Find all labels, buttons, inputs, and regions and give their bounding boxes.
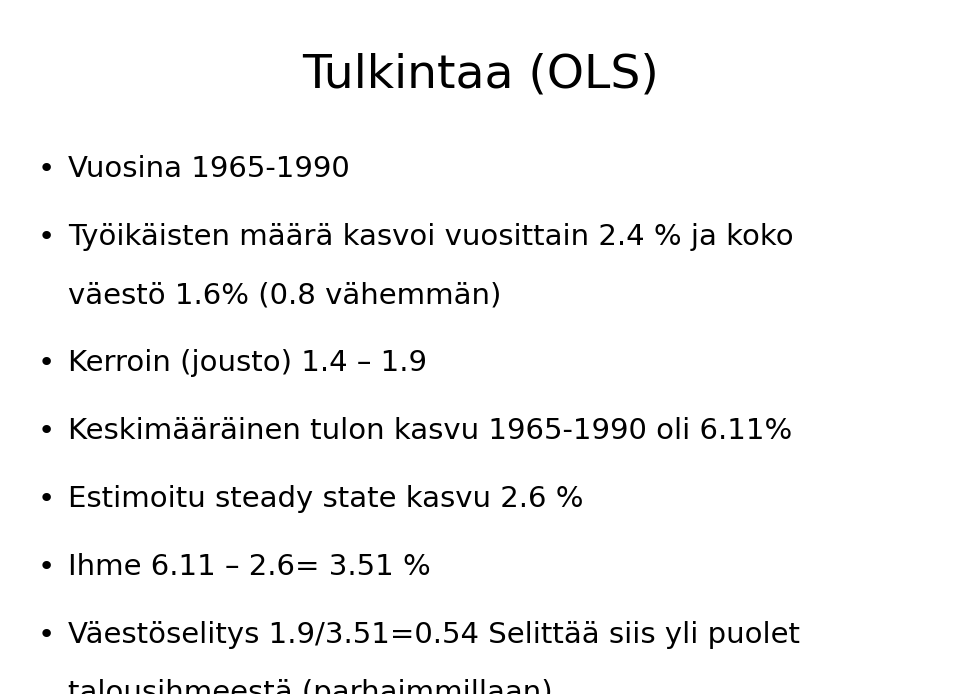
Text: Väestöselitys 1.9/3.51=0.54 Selittää siis yli puolet: Väestöselitys 1.9/3.51=0.54 Selittää sii…: [68, 621, 800, 649]
Text: Ihme 6.11 – 2.6= 3.51 %: Ihme 6.11 – 2.6= 3.51 %: [68, 553, 431, 581]
Text: •: •: [38, 349, 56, 377]
Text: Estimoitu steady state kasvu 2.6 %: Estimoitu steady state kasvu 2.6 %: [68, 485, 584, 513]
Text: Työikäisten määrä kasvoi vuosittain 2.4 % ja koko: Työikäisten määrä kasvoi vuosittain 2.4 …: [68, 223, 794, 251]
Text: •: •: [38, 621, 56, 649]
Text: •: •: [38, 155, 56, 183]
Text: väestö 1.6% (0.8 vähemmän): väestö 1.6% (0.8 vähemmän): [68, 281, 501, 309]
Text: talousihmeestä (parhaimmillaan).: talousihmeestä (parhaimmillaan).: [68, 679, 562, 694]
Text: •: •: [38, 553, 56, 581]
Text: Tulkintaa (OLS): Tulkintaa (OLS): [301, 52, 659, 97]
Text: Vuosina 1965-1990: Vuosina 1965-1990: [68, 155, 349, 183]
Text: •: •: [38, 417, 56, 445]
Text: •: •: [38, 485, 56, 513]
Text: Kerroin (jousto) 1.4 – 1.9: Kerroin (jousto) 1.4 – 1.9: [68, 349, 427, 377]
Text: •: •: [38, 223, 56, 251]
Text: Keskimääräinen tulon kasvu 1965-1990 oli 6.11%: Keskimääräinen tulon kasvu 1965-1990 oli…: [68, 417, 792, 445]
